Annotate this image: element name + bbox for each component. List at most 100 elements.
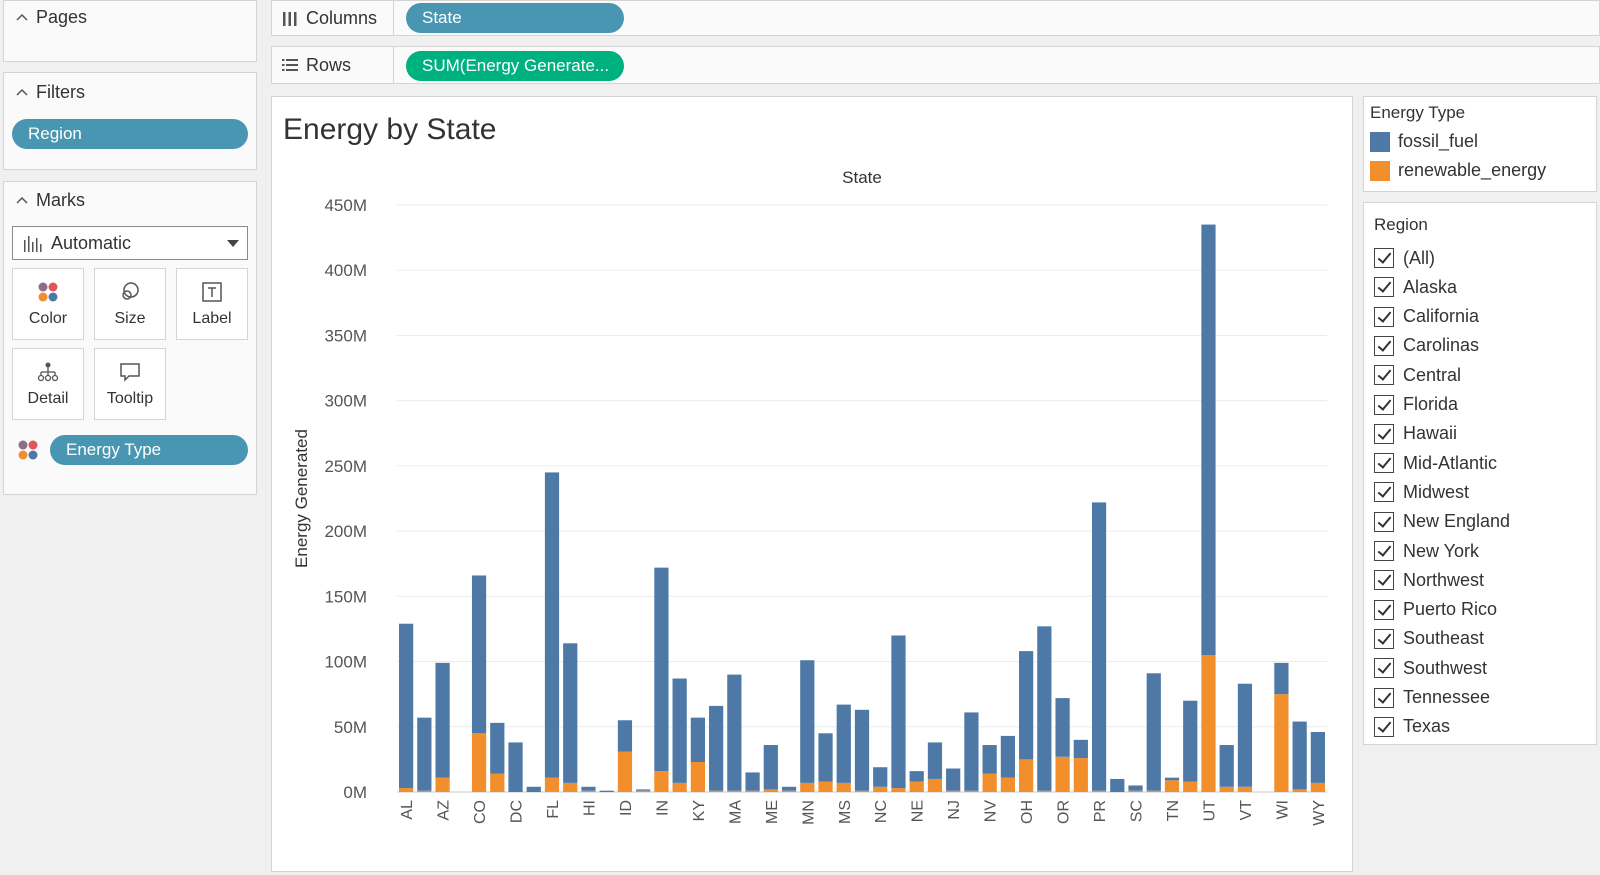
bar-renewable-il[interactable] <box>636 790 651 792</box>
bar-renewable-hi[interactable] <box>581 790 596 792</box>
bar-renewable-fl[interactable] <box>544 777 560 792</box>
filters-header[interactable]: Filters <box>16 82 85 103</box>
bar-fossil-de[interactable] <box>526 786 541 792</box>
bar-renewable-wv[interactable] <box>1292 789 1307 792</box>
bar-renewable-co[interactable] <box>471 733 487 792</box>
mark-type-dropdown[interactable]: Automatic <box>12 226 248 260</box>
region-checkbox-item[interactable]: Texas <box>1374 714 1450 740</box>
checkbox-checked[interactable] <box>1374 277 1394 298</box>
checkbox-checked[interactable] <box>1374 628 1394 649</box>
bar-fossil-nh[interactable] <box>927 742 943 779</box>
bar-renewable-vt[interactable] <box>1237 786 1253 792</box>
bar-fossil-nc[interactable] <box>873 767 888 787</box>
checkbox-checked[interactable] <box>1374 511 1394 532</box>
bar-renewable-al[interactable] <box>399 788 414 792</box>
bar-renewable-ga[interactable] <box>563 782 578 792</box>
bar-fossil-id[interactable] <box>617 720 633 752</box>
bar-fossil-sd[interactable] <box>1146 673 1161 791</box>
pages-header[interactable]: Pages <box>16 7 87 28</box>
bar-fossil-wv[interactable] <box>1292 721 1307 790</box>
bar-renewable-ut[interactable] <box>1201 655 1216 792</box>
checkbox-checked[interactable] <box>1374 658 1394 679</box>
region-checkbox-item[interactable]: Carolinas <box>1374 333 1479 359</box>
bar-renewable-ks[interactable] <box>672 782 687 792</box>
region-checkbox-item[interactable]: Northwest <box>1374 567 1484 593</box>
bar-fossil-ok[interactable] <box>1037 626 1052 791</box>
bar-fossil-me[interactable] <box>763 745 778 790</box>
bar-renewable-nh[interactable] <box>927 778 943 792</box>
bar-renewable-nm[interactable] <box>964 790 979 792</box>
bar-fossil-la[interactable] <box>709 705 724 791</box>
bar-fossil-ga[interactable] <box>563 643 578 783</box>
region-checkbox-item[interactable]: California <box>1374 304 1479 330</box>
bar-fossil-mi[interactable] <box>781 786 797 791</box>
bar-renewable-mi[interactable] <box>781 790 797 792</box>
bar-fossil-wi[interactable] <box>1274 662 1289 695</box>
tooltip-card[interactable]: Tooltip <box>94 348 166 420</box>
bar-renewable-sd[interactable] <box>1146 790 1161 792</box>
energy-sum-row-pill[interactable]: SUM(Energy Generate... <box>406 51 624 81</box>
region-checkbox-item[interactable]: New England <box>1374 509 1510 535</box>
detail-card[interactable]: Detail <box>12 348 84 420</box>
bar-renewable-in[interactable] <box>654 771 669 792</box>
checkbox-checked[interactable] <box>1374 335 1394 356</box>
checkbox-checked[interactable] <box>1374 482 1394 503</box>
region-checkbox-item[interactable]: (All) <box>1374 245 1435 271</box>
legend-item-renewable-energy[interactable]: renewable_energy <box>1370 160 1546 181</box>
bar-renewable-ne[interactable] <box>909 781 924 792</box>
bar-fossil-or[interactable] <box>1055 698 1070 757</box>
checkbox-checked[interactable] <box>1374 687 1394 708</box>
bar-renewable-ky[interactable] <box>690 761 705 792</box>
bar-renewable-ak[interactable] <box>417 790 432 792</box>
bar-renewable-pr[interactable] <box>1091 790 1107 792</box>
bar-fossil-nv[interactable] <box>982 745 997 774</box>
bar-fossil-ri[interactable] <box>1110 778 1125 792</box>
bar-fossil-tx[interactable] <box>1183 700 1198 782</box>
bar-renewable-va[interactable] <box>1219 786 1234 792</box>
bar-fossil-ne[interactable] <box>909 771 924 782</box>
bar-fossil-ms[interactable] <box>836 704 851 783</box>
bar-renewable-tn[interactable] <box>1164 780 1180 792</box>
checkbox-checked[interactable] <box>1374 394 1394 415</box>
bar-fossil-nj[interactable] <box>946 768 961 791</box>
marks-header[interactable]: Marks <box>16 190 85 211</box>
size-card[interactable]: Size <box>94 268 166 340</box>
bar-fossil-nd[interactable] <box>891 635 906 789</box>
bar-renewable-nd[interactable] <box>891 788 906 792</box>
bar-renewable-or[interactable] <box>1055 756 1070 792</box>
bar-fossil-tn[interactable] <box>1164 777 1180 781</box>
bar-fossil-vt[interactable] <box>1237 683 1253 787</box>
bar-fossil-mo[interactable] <box>818 733 833 782</box>
bar-renewable-sc[interactable] <box>1128 790 1143 792</box>
bar-fossil-ks[interactable] <box>672 678 687 783</box>
bar-renewable-ct[interactable] <box>490 773 505 792</box>
bar-fossil-fl[interactable] <box>544 472 560 778</box>
bar-fossil-pr[interactable] <box>1091 502 1107 791</box>
region-checkbox-item[interactable]: Tennessee <box>1374 685 1490 711</box>
region-checkbox-item[interactable]: Southwest <box>1374 655 1487 681</box>
checkbox-checked[interactable] <box>1374 365 1394 386</box>
region-checkbox-item[interactable]: Central <box>1374 362 1461 388</box>
bar-fossil-ky[interactable] <box>690 717 705 762</box>
bar-fossil-ma[interactable] <box>727 674 742 791</box>
bar-renewable-ma[interactable] <box>727 790 742 792</box>
bar-renewable-me[interactable] <box>763 789 778 792</box>
region-checkbox-item[interactable]: Southeast <box>1374 626 1484 652</box>
bar-fossil-il[interactable] <box>636 789 651 791</box>
bar-fossil-pa[interactable] <box>1073 739 1088 759</box>
bar-fossil-az[interactable] <box>435 662 450 778</box>
bar-fossil-md[interactable] <box>745 772 760 791</box>
region-filter-pill[interactable]: Region <box>12 119 248 149</box>
bar-fossil-va[interactable] <box>1219 745 1234 787</box>
region-checkbox-item[interactable]: Midwest <box>1374 479 1469 505</box>
checkbox-checked[interactable] <box>1374 541 1394 561</box>
bar-fossil-mt[interactable] <box>854 709 870 791</box>
checkbox-checked[interactable] <box>1374 453 1394 474</box>
bar-renewable-id[interactable] <box>617 751 633 792</box>
bar-renewable-pa[interactable] <box>1073 758 1088 792</box>
bar-fossil-dc[interactable] <box>508 742 523 792</box>
stacked-bar-chart[interactable]: State 0M 50M 100M 150M 200M 250M 300M 350M 400M 45… <box>272 97 1352 871</box>
bar-renewable-wi[interactable] <box>1274 694 1289 792</box>
region-checkbox-item[interactable]: Alaska <box>1374 274 1457 300</box>
bar-renewable-mo[interactable] <box>818 781 833 792</box>
